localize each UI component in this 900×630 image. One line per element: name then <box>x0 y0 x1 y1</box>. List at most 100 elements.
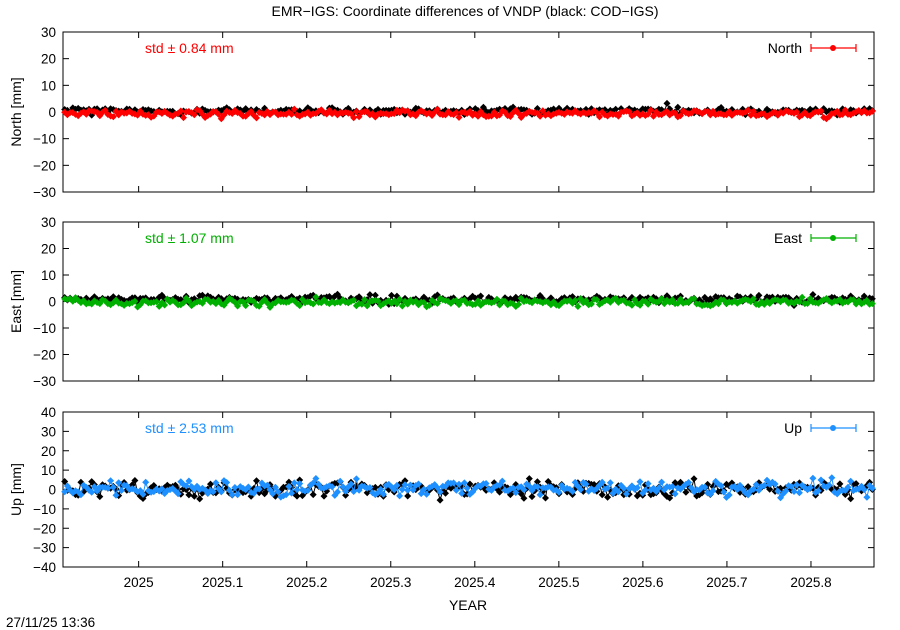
data-point <box>115 479 123 487</box>
data-point <box>342 491 350 499</box>
x-tick-label: 2025.8 <box>790 575 831 590</box>
data-point <box>644 480 652 488</box>
data-point <box>139 495 147 502</box>
data-point <box>242 302 250 310</box>
data-point <box>393 481 401 489</box>
data-point <box>863 493 871 501</box>
data-point <box>760 482 768 489</box>
x-tick-label: 2025 <box>124 575 154 590</box>
data-point <box>334 488 341 496</box>
data-point <box>312 475 320 482</box>
data-point <box>328 483 336 491</box>
data-point <box>574 303 582 310</box>
y-tick-label: −20 <box>33 158 56 173</box>
data-point <box>625 108 633 116</box>
y-tick-label: 0 <box>48 483 56 498</box>
data-point <box>744 106 752 114</box>
std-label: std ± 2.53 mm <box>145 420 234 436</box>
data-point <box>285 483 293 490</box>
data-point <box>598 478 606 486</box>
data-point <box>614 488 622 496</box>
data-point <box>677 112 684 120</box>
data-point <box>709 487 717 495</box>
data-point <box>860 486 868 494</box>
data-point <box>455 113 463 121</box>
y-tick-label: 10 <box>41 78 56 93</box>
data-point <box>142 478 150 486</box>
data-point <box>817 107 825 115</box>
data-point <box>647 106 655 114</box>
data-point <box>350 114 358 122</box>
data-point <box>533 483 541 491</box>
data-point <box>771 480 779 488</box>
data-point <box>685 479 693 486</box>
data-point <box>536 491 544 499</box>
y-tick-label: 20 <box>41 242 56 257</box>
data-point <box>290 479 298 487</box>
data-point <box>817 476 825 484</box>
series-emr-igs <box>61 474 876 502</box>
chart-panels: 30 20 10 0 −10 −20 −30 North [mm] std ± 0.84 mm N… <box>8 25 876 590</box>
y-tick-label: 0 <box>48 295 56 310</box>
data-point <box>539 107 547 115</box>
data-point <box>658 295 666 303</box>
data-point <box>393 300 401 308</box>
legend-marker <box>830 235 836 241</box>
data-point <box>436 488 444 496</box>
data-point <box>182 486 190 494</box>
data-point <box>288 110 296 118</box>
data-point <box>96 493 104 501</box>
data-point <box>180 114 187 122</box>
data-point <box>787 482 795 490</box>
data-point <box>255 485 263 493</box>
data-point <box>336 477 344 485</box>
data-point <box>190 111 198 119</box>
data-point <box>217 488 225 496</box>
data-point <box>109 483 117 491</box>
data-point <box>104 484 112 492</box>
data-point <box>442 489 449 497</box>
data-point <box>606 479 614 487</box>
data-point <box>452 109 460 116</box>
data-point <box>620 484 628 492</box>
y-tick-label: 20 <box>41 52 56 67</box>
data-point <box>320 492 328 500</box>
x-tick-label: 2025.1 <box>202 575 243 590</box>
data-point <box>814 487 822 495</box>
data-point <box>398 486 406 493</box>
data-point <box>296 302 304 310</box>
y-tick-label: −30 <box>33 541 56 556</box>
data-point <box>577 486 585 494</box>
data-point <box>839 110 847 118</box>
data-point <box>296 476 304 484</box>
data-point <box>690 295 698 303</box>
y-tick-label: 20 <box>41 444 56 459</box>
data-point <box>663 99 671 107</box>
data-point <box>460 479 468 487</box>
data-point <box>506 485 514 493</box>
data-point <box>234 302 242 310</box>
data-point <box>509 484 517 492</box>
y-tick-label: 30 <box>41 25 56 40</box>
data-point <box>180 299 187 307</box>
data-point <box>290 105 298 113</box>
data-point <box>347 480 355 488</box>
data-point <box>231 484 239 491</box>
series-emr-igs <box>61 105 876 123</box>
data-point <box>655 484 663 492</box>
y-axis-label: North [mm] <box>8 77 24 146</box>
data-point <box>525 475 533 483</box>
data-point <box>128 481 136 489</box>
data-point <box>690 475 698 483</box>
data-point <box>271 483 279 491</box>
data-point <box>350 296 358 304</box>
data-point <box>190 492 198 500</box>
data-point <box>420 485 428 493</box>
legend-label: Up <box>784 420 802 436</box>
data-point <box>109 113 117 121</box>
data-point <box>366 484 374 491</box>
data-point <box>107 477 115 485</box>
panel-north: 30 20 10 0 −10 −20 −30 North [mm] std ± 0.84 mm N… <box>8 25 876 200</box>
data-point <box>282 491 290 499</box>
